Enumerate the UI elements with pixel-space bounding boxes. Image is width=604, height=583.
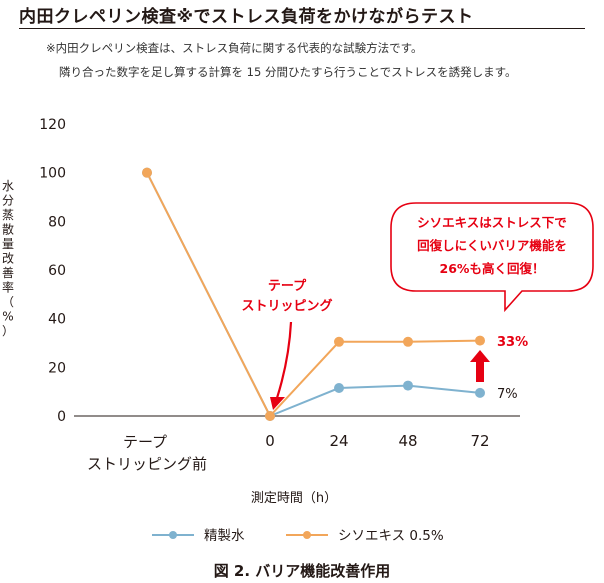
end-label-7: 7% <box>497 387 518 402</box>
callout-line-3: 26%も高く回復！ <box>440 261 545 276</box>
figure-caption: 図 2. バリア機能改善作用 <box>213 562 391 580</box>
callout-line-1: シソエキスはストレス下で <box>417 215 567 230</box>
x-tick-label: 48 <box>398 432 417 450</box>
tape-label-line-1: テープ <box>268 279 307 294</box>
series-points <box>142 167 485 421</box>
data-point <box>265 411 275 421</box>
callout-line-2: 回復しにくいバリア機能を <box>417 238 567 253</box>
data-point <box>475 335 485 346</box>
y-tick-label: 100 <box>39 166 66 182</box>
footnote-line-1: ※内田クレペリン検査は、ストレス負荷に関する代表的な試験方法です。 <box>46 41 423 55</box>
x-tick-label: テープ <box>123 433 167 451</box>
data-point <box>403 336 413 347</box>
x-tick-label: 24 <box>329 432 348 450</box>
callout-bubble: シソエキスはストレス下で 回復しにくいバリア機能を 26%も高く回復！ <box>390 202 594 313</box>
tape-arrow-head-icon <box>270 397 285 410</box>
data-point <box>475 387 485 398</box>
data-point <box>334 336 344 347</box>
data-point <box>142 167 152 178</box>
tape-arrow-shaft <box>275 321 293 399</box>
page-heading: 内田クレペリン検査※でストレス負荷をかけながらテスト <box>19 7 474 27</box>
y-axis-label: 水分蒸散量改善率（%） <box>2 179 14 338</box>
legend-label: シソエキス 0.5% <box>338 528 444 544</box>
tape-stripping-annotation: テープ ストリッピング <box>241 279 333 410</box>
x-axis-label: 測定時間（h） <box>251 491 337 506</box>
footnote-line-2: 隣り合った数字を足し算する計算を 15 分間ひたすら行うことでストレスを誘発しま… <box>59 65 517 79</box>
y-tick-labels: 0 20 40 60 80 100 120 <box>39 117 66 425</box>
x-tick-label: 0 <box>265 432 275 450</box>
legend-label: 精製水 <box>204 528 245 544</box>
x-tick-label: 72 <box>470 432 489 450</box>
y-tick-label: 40 <box>48 312 66 328</box>
data-point <box>403 380 413 391</box>
end-label-33: 33% <box>497 335 528 350</box>
y-axis-label-text: 水分蒸散量改善率（%） <box>2 179 14 338</box>
legend-swatch-marker <box>169 531 177 539</box>
y-tick-label: 20 <box>48 360 66 376</box>
y-tick-label: 0 <box>57 409 66 425</box>
y-tick-label: 80 <box>48 214 66 230</box>
tape-label-line-2: ストリッピング <box>241 298 332 314</box>
y-tick-label: 60 <box>48 263 66 279</box>
x-tick-label: ストリッピング前 <box>87 455 207 473</box>
data-point <box>334 383 344 394</box>
improvement-up-arrow-icon <box>470 350 490 382</box>
callout-shape <box>390 202 594 313</box>
heading-underline <box>19 28 585 29</box>
y-tick-label: 120 <box>39 117 66 133</box>
legend-swatch-marker <box>303 531 311 539</box>
chart-legend: 精製水 シソエキス 0.5% <box>152 528 444 544</box>
